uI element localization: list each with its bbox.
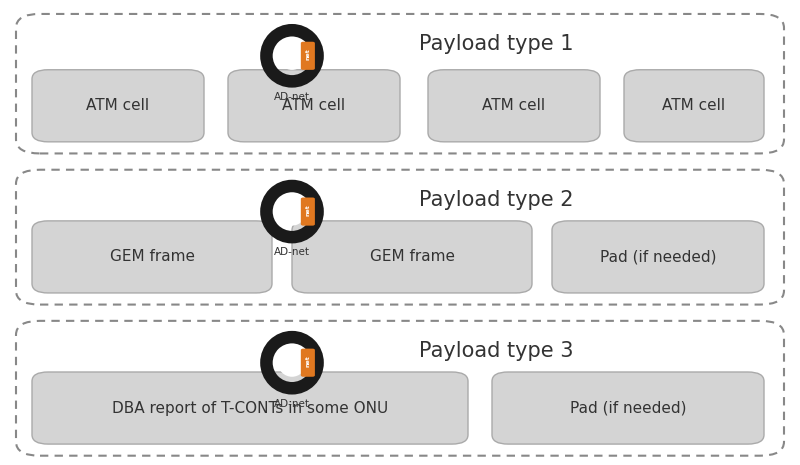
Text: Payload type 2: Payload type 2 bbox=[418, 190, 574, 210]
Text: Pad (if needed): Pad (if needed) bbox=[600, 249, 716, 265]
FancyBboxPatch shape bbox=[552, 221, 764, 293]
FancyBboxPatch shape bbox=[32, 372, 468, 444]
Text: net: net bbox=[306, 49, 310, 60]
Text: Payload type 1: Payload type 1 bbox=[418, 34, 574, 54]
FancyBboxPatch shape bbox=[32, 221, 272, 293]
Text: Pad (if needed): Pad (if needed) bbox=[570, 400, 686, 416]
Text: GEM frame: GEM frame bbox=[370, 249, 454, 265]
Ellipse shape bbox=[278, 42, 306, 70]
Ellipse shape bbox=[278, 198, 306, 226]
Text: AD-net: AD-net bbox=[274, 399, 310, 409]
Text: ATM cell: ATM cell bbox=[662, 98, 726, 113]
FancyBboxPatch shape bbox=[301, 42, 315, 70]
FancyBboxPatch shape bbox=[16, 170, 784, 305]
Text: ATM cell: ATM cell bbox=[482, 98, 546, 113]
Text: ATM cell: ATM cell bbox=[282, 98, 346, 113]
FancyBboxPatch shape bbox=[292, 221, 532, 293]
FancyBboxPatch shape bbox=[301, 349, 315, 377]
Ellipse shape bbox=[278, 349, 306, 377]
Text: Payload type 3: Payload type 3 bbox=[418, 341, 574, 361]
FancyBboxPatch shape bbox=[16, 321, 784, 456]
Text: ATM cell: ATM cell bbox=[86, 98, 150, 113]
Text: AD-net: AD-net bbox=[274, 92, 310, 102]
FancyBboxPatch shape bbox=[16, 14, 784, 153]
FancyBboxPatch shape bbox=[32, 70, 204, 142]
Text: net: net bbox=[306, 205, 310, 216]
Text: net: net bbox=[306, 356, 310, 367]
Text: AD-net: AD-net bbox=[274, 247, 310, 258]
FancyBboxPatch shape bbox=[624, 70, 764, 142]
FancyBboxPatch shape bbox=[428, 70, 600, 142]
FancyBboxPatch shape bbox=[228, 70, 400, 142]
Text: GEM frame: GEM frame bbox=[110, 249, 194, 265]
FancyBboxPatch shape bbox=[301, 198, 315, 226]
Text: DBA report of T-CONTs in some ONU: DBA report of T-CONTs in some ONU bbox=[112, 400, 388, 416]
FancyBboxPatch shape bbox=[492, 372, 764, 444]
